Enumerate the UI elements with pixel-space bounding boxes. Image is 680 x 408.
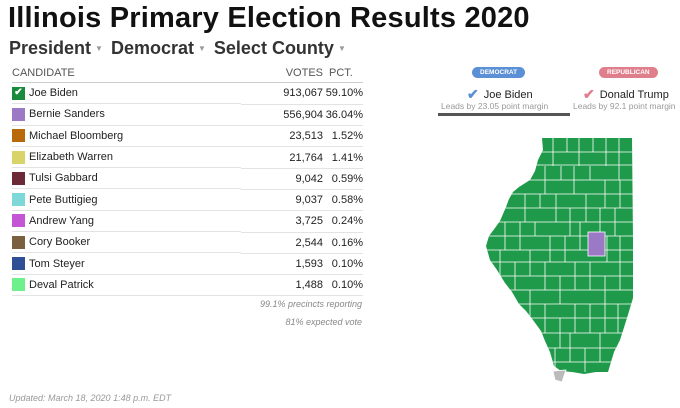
chevron-down-icon: ▼ [337,44,346,53]
table-row: ✔ Joe Biden 913,067 59.10% [12,82,363,105]
votes-cell: 9,042 [241,168,323,190]
header-pct: PCT. [323,63,363,83]
votes-cell: 556,904 [241,104,323,127]
expected-vote: 81% expected vote [285,317,362,327]
democrat-badge[interactable]: DEMOCRAT [472,67,526,78]
table-row: Elizabeth Warren 21,764 1.41% [12,146,363,169]
pct-cell: 0.59% [323,168,363,190]
votes-cell: 9,037 [241,189,323,212]
pct-cell: 0.58% [323,189,363,212]
county-selector[interactable]: Select County ▼ [214,38,348,59]
pct-cell: 0.10% [323,253,363,276]
updated-timestamp: Updated: March 18, 2020 1:48 p.m. EDT [9,393,172,403]
candidate-cell: Pete Buttigieg [12,189,242,211]
pct-cell: 0.16% [323,232,363,254]
candidate-name: Deval Patrick [29,278,94,291]
table-row: Tulsi Gabbard 9,042 0.59% [12,168,363,190]
votes-cell: 913,067 [241,82,323,105]
candidate-color-swatch [12,235,25,249]
winner-check-icon: ✔ [12,86,25,100]
check-icon: ✔ [467,86,479,102]
republican-badge[interactable]: REPUBLICAN [599,67,658,78]
table-row: Andrew Yang 3,725 0.24% [12,210,363,233]
candidate-color-swatch [12,129,25,143]
precincts-reporting: 99.1% precincts reporting [259,299,362,309]
republican-margin: Leads by 92.1 point margin [573,101,676,111]
democrat-leader-name: Joe Biden [483,88,533,101]
party-selector-label: Democrat [110,38,194,58]
candidate-name: Tulsi Gabbard [29,172,98,185]
candidate-cell: Bernie Sanders [12,104,242,126]
candidate-name: Bernie Sanders [29,108,105,121]
candidate-cell: ✔ Joe Biden [12,83,242,105]
pct-cell: 0.10% [323,274,363,297]
candidate-cell: Tom Steyer [12,253,242,275]
candidate-color-swatch [12,107,25,121]
table-row: Cory Booker 2,544 0.16% [12,232,363,254]
candidate-cell: Michael Bloomberg [12,126,242,147]
check-icon: ✔ [583,86,595,102]
candidate-color-swatch [12,214,25,228]
pct-cell: 0.24% [323,210,363,233]
votes-cell: 2,544 [241,232,323,254]
active-party-underline [438,113,570,116]
votes-cell: 21,764 [241,146,323,169]
sanders-county[interactable] [587,231,606,257]
candidate-color-swatch [12,171,25,185]
chevron-down-icon: ▼ [95,44,103,53]
party-selector[interactable]: Democrat ▼ [111,38,208,59]
candidate-cell: Tulsi Gabbard [12,168,242,190]
candidate-cell: Elizabeth Warren [12,147,242,169]
candidate-color-swatch [12,150,25,164]
candidate-name: Tom Steyer [29,257,85,270]
candidate-name: Elizabeth Warren [29,151,113,164]
table-row: Michael Bloomberg 23,513 1.52% [12,125,363,148]
illinois-county-map[interactable] [480,130,640,392]
pct-cell: 59.10% [323,82,363,105]
candidate-name: Pete Buttigieg [29,193,98,206]
pct-cell: 1.41% [323,146,363,169]
pct-cell: 36.04% [323,104,363,127]
candidate-name: Joe Biden [29,87,78,100]
filter-selectors: President ▼ Democrat ▼ Select County ▼ [9,38,348,59]
candidate-color-swatch [12,278,25,292]
pct-cell: 1.52% [323,125,363,148]
candidate-color-swatch [12,193,25,207]
democrat-leader: ✔ Joe Biden [467,86,533,103]
table-row: Bernie Sanders 556,904 36.04% [12,104,363,127]
votes-cell: 23,513 [241,125,323,148]
votes-cell: 1,488 [241,274,323,297]
candidate-name: Cory Booker [29,236,91,249]
candidate-cell: Andrew Yang [12,211,242,233]
state-shape [486,138,633,374]
header-votes: VOTES [241,63,323,83]
race-selector-label: President [9,38,92,58]
table-row: Tom Steyer 1,593 0.10% [12,253,363,276]
candidate-name: Michael Bloomberg [29,129,124,142]
candidate-cell: Deval Patrick [12,275,242,296]
candidate-color-swatch [12,257,25,271]
table-header-row: CANDIDATE VOTES PCT. [12,63,363,83]
table-row: Pete Buttigieg 9,037 0.58% [12,189,363,212]
county-selector-label: Select County [213,38,334,58]
votes-cell: 1,593 [241,253,323,276]
candidate-name: Andrew Yang [29,214,95,227]
table-row: Deval Patrick 1,488 0.10% [12,274,363,297]
county-lines [486,138,633,372]
votes-cell: 3,725 [241,210,323,233]
header-candidate: CANDIDATE [12,63,242,83]
no-data-county[interactable] [552,369,567,383]
republican-leader: ✔ Donald Trump [583,86,669,103]
democrat-margin: Leads by 23.05 point margin [441,101,549,111]
page-title: Illinois Primary Election Results 2020 [8,2,530,34]
race-selector[interactable]: President ▼ [9,38,105,59]
republican-leader-name: Donald Trump [599,88,669,101]
candidate-cell: Cory Booker [12,232,242,254]
results-table: CANDIDATE VOTES PCT. ✔ Joe Biden 913,067 59… [12,63,363,297]
chevron-down-icon: ▼ [197,44,206,53]
